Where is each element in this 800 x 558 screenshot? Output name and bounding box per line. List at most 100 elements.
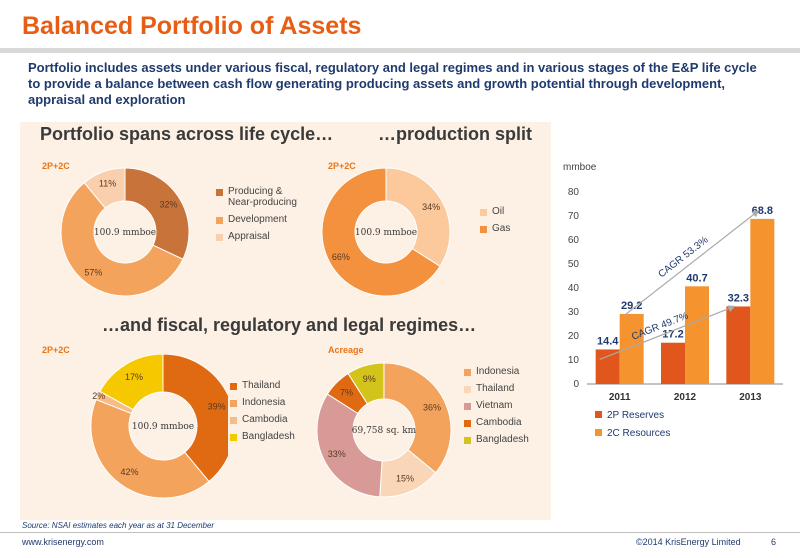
slice-gas bbox=[321, 167, 441, 297]
legend-label: Bangladesh bbox=[242, 431, 295, 442]
y-tick-label: 50 bbox=[568, 259, 580, 270]
legend-swatch-2c-resources bbox=[595, 429, 602, 436]
legend-label-2c-resources: 2C Resources bbox=[607, 428, 670, 439]
bar-2c-resources-2012 bbox=[685, 286, 709, 384]
bar-2p-reserves-2013 bbox=[726, 306, 751, 384]
legend-item-gas: Gas bbox=[480, 223, 540, 234]
legend-swatch bbox=[480, 209, 487, 216]
donut-center-label: 69,758 sq. km bbox=[352, 426, 417, 436]
donut-center-label: 100.9 mmboe bbox=[132, 422, 194, 432]
legend-label: Thailand bbox=[476, 383, 515, 394]
bar-value-label: 29.2 bbox=[621, 300, 642, 312]
reserves-bar-chart: 0 10 20 30 40 50 60 70 80 14.4 29.2 2011 17.2 40.7 201… bbox=[568, 187, 783, 439]
bar-value-label: 14.4 bbox=[597, 335, 619, 347]
legend-swatch bbox=[464, 437, 471, 444]
x-tick-label: 2011 bbox=[609, 392, 631, 403]
legend-label: Oil bbox=[492, 206, 505, 217]
lifecycle-header: Portfolio spans across life cycle… bbox=[40, 124, 334, 144]
legend-swatch bbox=[216, 189, 223, 196]
legend-swatch bbox=[230, 417, 237, 424]
production-legend: Oil Gas bbox=[480, 206, 540, 240]
production-header: …production split bbox=[378, 124, 532, 144]
donut-center-label: 100.9 mmboe bbox=[355, 228, 417, 238]
slice-label-thailand: 39% bbox=[208, 402, 226, 412]
slice-label-oil: 34% bbox=[422, 202, 440, 212]
legend-label: Cambodia bbox=[476, 417, 522, 428]
legend-swatch bbox=[464, 386, 471, 393]
cagr-arrow bbox=[599, 305, 736, 360]
title-divider bbox=[0, 48, 800, 53]
bar-2c-resources-2011 bbox=[619, 313, 644, 384]
slice-bangladesh bbox=[347, 362, 385, 405]
legend-swatch bbox=[216, 217, 223, 224]
acreage-tag: Acreage bbox=[328, 345, 364, 355]
bar-value-label: 32.3 bbox=[728, 292, 749, 304]
slice-label-cambodia: 2% bbox=[92, 391, 105, 401]
slice-appraisal bbox=[83, 167, 126, 209]
fiscal-tag: 2P+2C bbox=[42, 345, 70, 355]
bar-value-label: 17.2 bbox=[662, 329, 683, 341]
slice-label-bangladesh: 9% bbox=[363, 374, 376, 384]
legend-swatch bbox=[464, 420, 471, 427]
fiscal-legend: Thailand Indonesia Cambodia Bangladesh bbox=[230, 380, 310, 448]
portfolio-panel: Portfolio spans across life cycle… …prod… bbox=[20, 122, 551, 520]
bar-chart-ylabel: mmboe bbox=[563, 162, 597, 173]
source-note: Source: NSAI estimates each year as at 3… bbox=[22, 521, 215, 530]
bar-2p-reserves-2011 bbox=[595, 349, 620, 384]
slice-indonesia bbox=[90, 398, 210, 499]
page-title: Balanced Portfolio of Assets bbox=[22, 12, 362, 40]
fiscal-header: …and fiscal, regulatory and legal regime… bbox=[102, 315, 477, 335]
y-tick-label: 30 bbox=[568, 307, 580, 318]
bar-2p-reserves-2012 bbox=[661, 342, 685, 384]
slice-label-bangladesh: 17% bbox=[125, 372, 143, 382]
legend-label: Thailand bbox=[242, 380, 281, 391]
slice-label-cambodia: 7% bbox=[340, 388, 353, 398]
legend-swatch bbox=[216, 234, 223, 241]
intro-text: Portfolio includes assets under various … bbox=[28, 60, 757, 107]
legend-item-indonesia: Indonesia bbox=[230, 397, 310, 408]
slice-label-indonesia: 42% bbox=[120, 467, 138, 477]
lifecycle-donut-chart: 32% 57% 11% 100.9 mmboe bbox=[60, 167, 190, 297]
legend-item-oil: Oil bbox=[480, 206, 540, 217]
y-tick-label: 0 bbox=[573, 379, 579, 390]
acreage-donut-chart: 36% 15% 33% 7% 9% 69,758 sq. km bbox=[316, 362, 452, 498]
slice-label-thailand: 15% bbox=[396, 474, 414, 484]
legend-label: Producing & Near-producing bbox=[228, 186, 297, 208]
production-tag: 2P+2C bbox=[328, 161, 356, 171]
legend-item-appraisal: Appraisal bbox=[216, 231, 306, 242]
legend-item-cambodia: Cambodia bbox=[230, 414, 310, 425]
slice-label-indonesia: 36% bbox=[423, 402, 441, 412]
legend-item-bangladesh: Bangladesh bbox=[230, 431, 310, 442]
production-donut-chart: 34% 66% 100.9 mmboe bbox=[321, 167, 451, 297]
lifecycle-legend: Producing & Near-producing Development App… bbox=[216, 186, 306, 248]
legend-swatch bbox=[230, 434, 237, 441]
x-tick-label: 2013 bbox=[739, 392, 762, 403]
slice-label-development: 57% bbox=[84, 268, 102, 278]
legend-swatch bbox=[464, 369, 471, 376]
legend-label: Bangladesh bbox=[476, 434, 529, 445]
legend-item-indonesia: Indonesia bbox=[464, 366, 549, 377]
legend-swatch bbox=[464, 403, 471, 410]
slice-producing-near-producing bbox=[124, 167, 190, 260]
slice-label-gas: 66% bbox=[332, 252, 350, 262]
y-tick-label: 70 bbox=[568, 211, 580, 222]
slice-label-vietnam: 33% bbox=[328, 449, 346, 459]
slice-vietnam bbox=[316, 393, 383, 498]
footer-website[interactable]: www.krisenergy.com bbox=[22, 537, 104, 547]
legend-swatch bbox=[230, 400, 237, 407]
donut-center-label: 100.9 mmboe bbox=[94, 228, 156, 238]
bar-2c-resources-2013 bbox=[750, 218, 775, 384]
slice-bangladesh bbox=[99, 354, 164, 411]
legend-label-2p-reserves: 2P Reserves bbox=[607, 410, 664, 421]
legend-swatch-2p-reserves bbox=[595, 411, 602, 418]
y-tick-label: 40 bbox=[568, 283, 580, 294]
y-tick-label: 60 bbox=[568, 235, 580, 246]
legend-label: Vietnam bbox=[476, 400, 513, 411]
lifecycle-tag: 2P+2C bbox=[42, 161, 70, 171]
legend-label: Appraisal bbox=[228, 231, 270, 242]
slice-development bbox=[60, 181, 184, 297]
footer-copyright: ©2014 KrisEnergy Limited bbox=[636, 537, 741, 547]
page-number: 6 bbox=[771, 537, 777, 547]
slice-label-appraisal: 11% bbox=[99, 179, 116, 189]
legend-label: Development bbox=[228, 214, 287, 225]
